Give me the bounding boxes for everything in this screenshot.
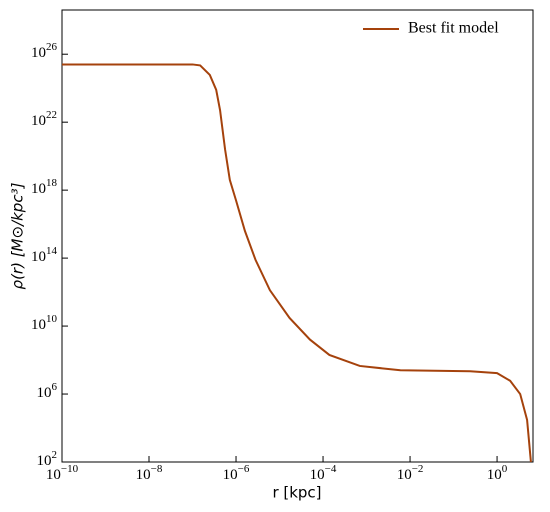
y-tick-label: 102 (37, 449, 58, 470)
data-line (62, 63, 532, 463)
legend-label: Best fit model (408, 20, 499, 37)
x-tick-label: 10−4 (310, 463, 337, 484)
x-tick-label: 10−6 (223, 463, 250, 484)
y-tick-label: 1014 (31, 245, 58, 266)
y-tick-label: 106 (37, 381, 58, 402)
y-tick-label: 1022 (31, 109, 57, 130)
x-tick-label: 100 (487, 463, 508, 484)
x-tick-label: 10−2 (397, 463, 424, 484)
y-tick-label: 1010 (31, 313, 58, 334)
x-tick-label: 10−8 (136, 463, 163, 484)
x-axis-label: r [kpc] (272, 484, 321, 502)
y-axis-label: ρ(r) [M⊙/kpc³] (9, 182, 27, 289)
y-tick-label: 1018 (31, 177, 58, 198)
x-tick-label: 10−10 (46, 463, 79, 484)
plot-frame (61, 9, 534, 463)
y-tick-label: 1026 (31, 41, 58, 62)
